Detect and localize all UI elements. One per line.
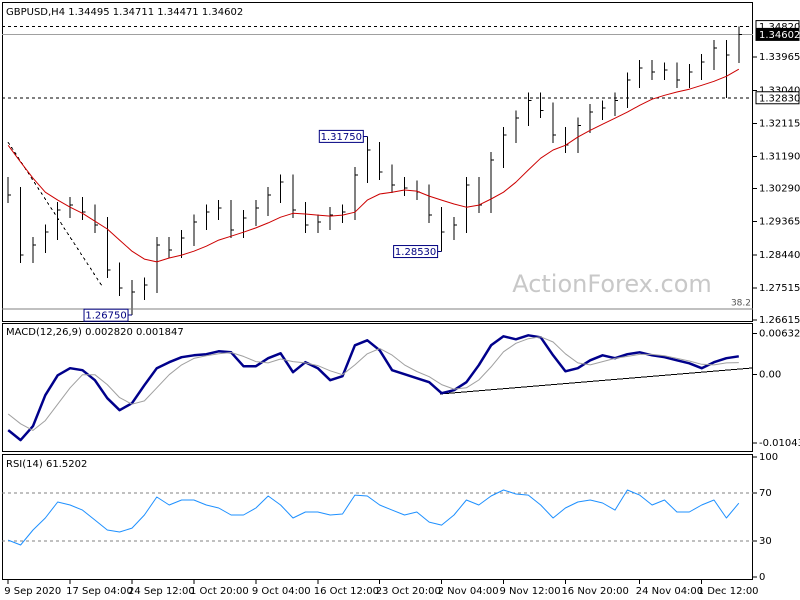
y-tick-label: 1.26615 xyxy=(759,315,800,326)
trend-line xyxy=(7,141,103,287)
price-level-label: 1.32830 xyxy=(759,93,800,104)
x-tick-label: 1 Oct 20:00 xyxy=(190,586,249,597)
price-level-label: 1.34820 xyxy=(759,22,800,33)
x-tick-label: 2 Nov 04:00 xyxy=(438,586,499,597)
x-tick-label: 9 Sep 2020 xyxy=(4,586,61,597)
series-line xyxy=(7,336,739,431)
x-tick-label: 16 Oct 12:00 xyxy=(314,586,379,597)
y-tick-label: 100 xyxy=(759,452,778,463)
y-tick-label: 0 xyxy=(759,572,765,583)
y-tick-label: 0.00 xyxy=(759,370,781,381)
price-level-label: 1.34602 xyxy=(759,30,800,41)
annotation-box xyxy=(83,308,129,322)
x-tick-label: 9 Oct 04:00 xyxy=(252,586,311,597)
y-tick-label: 0.006326 xyxy=(759,328,800,339)
annotation-label: 1.31750 xyxy=(321,132,362,143)
y-tick-label: 1.31190 xyxy=(759,151,800,162)
rsi-panel xyxy=(2,454,753,580)
x-tick-label: 24 Sep 12:00 xyxy=(128,586,195,597)
annotation-label: 1.26750 xyxy=(85,311,126,322)
annotation-box xyxy=(393,245,439,259)
y-tick-label: 70 xyxy=(759,488,772,499)
watermark: ActionForex.com xyxy=(512,270,712,298)
y-tick-label: 1.27515 xyxy=(759,283,800,294)
price-level-box xyxy=(755,27,800,41)
panel-title: RSI(14) 61.5202 xyxy=(6,459,87,470)
x-tick-label: 16 Nov 20:00 xyxy=(561,586,628,597)
x-tick-label: 17 Sep 04:00 xyxy=(66,586,133,597)
series-line xyxy=(7,68,740,263)
series-line xyxy=(8,489,740,546)
y-tick-label: 1.28440 xyxy=(759,250,800,261)
annotation-label: 1.28530 xyxy=(395,247,436,258)
x-tick-label: 1 Dec 12:00 xyxy=(698,586,759,597)
price-panel xyxy=(2,2,753,322)
y-tick-label: 1.29365 xyxy=(759,217,800,228)
price-level-box xyxy=(755,91,800,105)
x-tick-label: 23 Oct 20:00 xyxy=(376,586,441,597)
y-tick-label: -0.010438 xyxy=(759,438,800,449)
y-tick-label: 1.30290 xyxy=(759,184,800,195)
annotation-box xyxy=(318,129,364,143)
y-tick-label: 1.33965 xyxy=(759,52,800,63)
panel-title: GBPUSD,H4 1.34495 1.34711 1.34471 1.3460… xyxy=(6,7,243,18)
series-line xyxy=(7,334,739,442)
fib-label: 38.2 xyxy=(731,299,751,309)
x-tick-label: 9 Nov 12:00 xyxy=(500,586,561,597)
macd-panel xyxy=(2,323,753,452)
y-tick-label: 30 xyxy=(759,536,772,547)
y-tick-label: 1.33040 xyxy=(759,85,800,96)
y-tick-label: 1.32115 xyxy=(759,118,800,129)
macd-trend-line xyxy=(439,367,753,395)
x-tick-label: 24 Nov 04:00 xyxy=(636,586,703,597)
panel-title: MACD(12,26,9) 0.002820 0.001847 xyxy=(6,327,184,338)
